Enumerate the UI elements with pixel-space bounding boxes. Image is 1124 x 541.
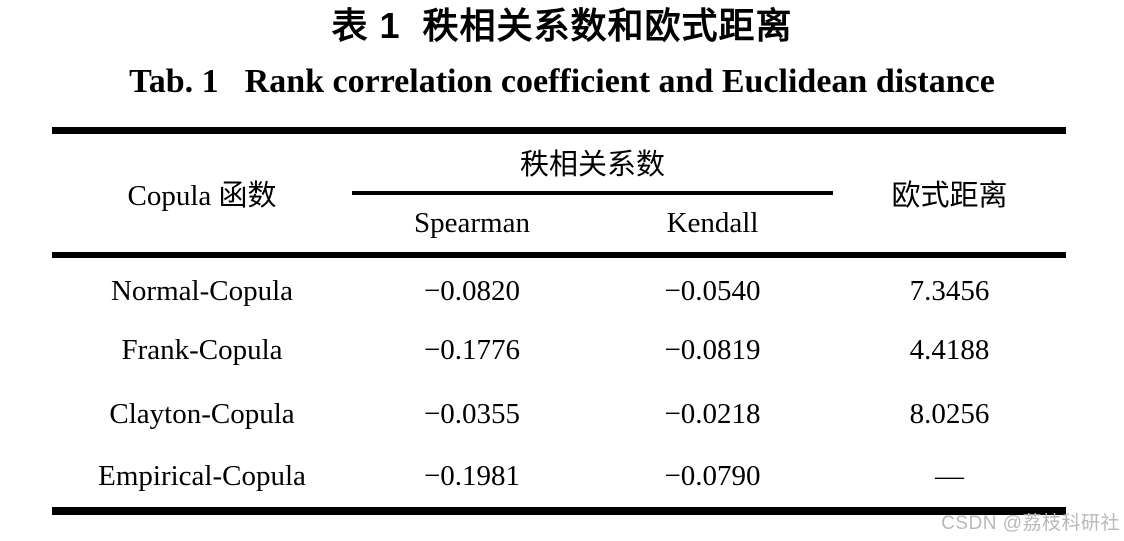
- spearman-value-cell: −0.0820: [423, 274, 521, 307]
- table-row: Empirical-Copula −0.1981 −0.0790 —: [52, 447, 1066, 511]
- table-caption-zh-number: 表 1: [331, 5, 401, 46]
- copula-name-cell: Frank-Copula: [121, 334, 283, 366]
- kendall-value-cell: −0.0819: [664, 334, 761, 366]
- spearman-value-cell: −0.0355: [423, 398, 521, 430]
- euclidean-value-cell: 4.4188: [909, 334, 990, 366]
- copula-name-cell: Normal-Copula: [110, 274, 293, 307]
- spearman-value-cell: −0.1981: [423, 460, 521, 492]
- table-header-row-1: Copula 函数 秩相关系数 欧式距离: [52, 130, 1066, 212]
- euclidean-value-cell: 8.0256: [909, 398, 990, 430]
- table-caption-en-number: Tab. 1: [129, 63, 219, 100]
- table-row: Normal-Copula −0.0820 −0.0540 7.3456: [52, 255, 1066, 319]
- copula-column-header: Copula 函数: [127, 179, 277, 212]
- table-body: Normal-Copula −0.0820 −0.0540 7.3456 Fra…: [52, 255, 1066, 511]
- kendall-value-cell: −0.0218: [664, 398, 761, 430]
- table-row: Frank-Copula −0.1776 −0.0819 4.4188: [52, 319, 1066, 383]
- table-caption-zh: 表 1 秩相关系数和欧式距离: [0, 3, 1124, 49]
- table-row: Clayton-Copula −0.0355 −0.0218 8.0256: [52, 383, 1066, 447]
- csdn-watermark: CSDN @荔枝科研社: [941, 513, 1120, 534]
- table-header: Copula 函数 秩相关系数 欧式距离 Spearman Kendall: [52, 130, 1067, 255]
- euclidean-value-cell: 7.3456: [909, 274, 990, 307]
- kendall-column-header: Kendall: [666, 206, 759, 239]
- table-caption-en: Tab. 1 Rank correlation coefficient and E…: [0, 62, 1124, 102]
- spearman-column-header: Spearman: [414, 206, 530, 239]
- spearman-value-cell: −0.1776: [423, 334, 521, 366]
- rank-correlation-table: Copula 函数 秩相关系数 欧式距离 Spearman Kendall No…: [52, 127, 1067, 515]
- kendall-value-cell: −0.0790: [664, 460, 761, 492]
- copula-name-cell: Empirical-Copula: [98, 460, 306, 492]
- table-header-row-2: Spearman Kendall: [52, 193, 1066, 255]
- table-caption-en-text: Rank correlation coefficient and Euclide…: [244, 63, 995, 100]
- rank-correlation-group-header: 秩相关系数: [352, 130, 834, 195]
- copula-name-cell: Clayton-Copula: [109, 398, 295, 430]
- euclidean-value-cell: —: [935, 460, 965, 492]
- euclidean-column-header: 欧式距离: [891, 179, 1008, 212]
- table-caption-zh-text: 秩相关系数和欧式距离: [422, 5, 793, 46]
- kendall-value-cell: −0.0540: [664, 274, 761, 307]
